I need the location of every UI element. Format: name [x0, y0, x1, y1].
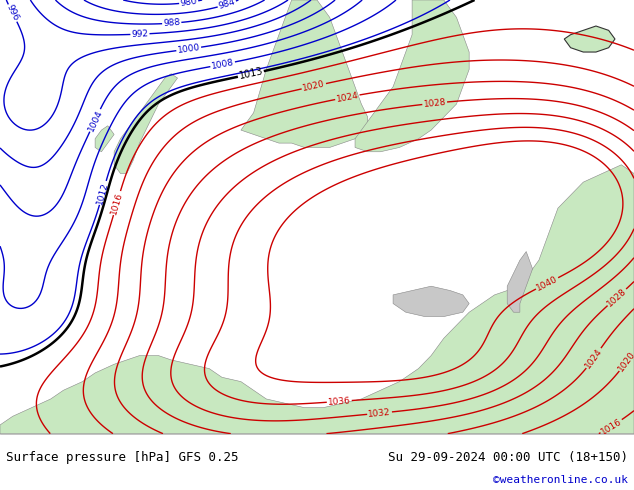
Text: Su 29-09-2024 00:00 UTC (18+150): Su 29-09-2024 00:00 UTC (18+150)	[387, 451, 628, 464]
Polygon shape	[241, 0, 368, 147]
Text: 1028: 1028	[423, 98, 446, 109]
Polygon shape	[564, 26, 615, 52]
Text: 1013: 1013	[238, 67, 264, 81]
Text: 1020: 1020	[302, 79, 326, 93]
Polygon shape	[0, 165, 634, 434]
Polygon shape	[507, 251, 533, 312]
Polygon shape	[393, 286, 469, 317]
Text: Surface pressure [hPa] GFS 0.25: Surface pressure [hPa] GFS 0.25	[6, 451, 239, 464]
Text: 1024: 1024	[583, 346, 604, 370]
Text: 1008: 1008	[210, 58, 235, 71]
Text: ©weatheronline.co.uk: ©weatheronline.co.uk	[493, 475, 628, 486]
Text: 992: 992	[131, 29, 149, 39]
Text: 1036: 1036	[328, 396, 351, 407]
Text: 1028: 1028	[605, 286, 628, 308]
Polygon shape	[355, 0, 469, 152]
Text: 1032: 1032	[368, 408, 391, 419]
Text: 1012: 1012	[96, 181, 110, 205]
Text: 980: 980	[179, 0, 198, 8]
Text: 984: 984	[217, 0, 236, 11]
Text: 1000: 1000	[177, 43, 201, 55]
Polygon shape	[95, 126, 114, 152]
Text: 996: 996	[4, 3, 20, 23]
Text: 1020: 1020	[616, 349, 634, 373]
Text: 988: 988	[163, 18, 181, 28]
Text: 1016: 1016	[599, 416, 623, 436]
Text: 1016: 1016	[110, 191, 124, 215]
Text: 1040: 1040	[535, 274, 559, 293]
Text: 1024: 1024	[335, 91, 359, 104]
Polygon shape	[114, 74, 178, 173]
Text: 1004: 1004	[86, 108, 104, 133]
